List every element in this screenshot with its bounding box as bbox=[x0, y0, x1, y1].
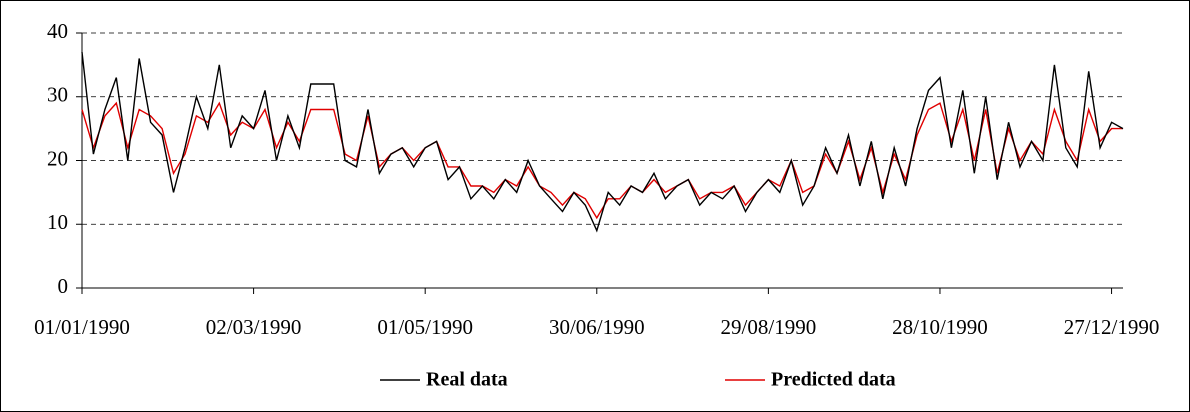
y-tick-label: 30 bbox=[47, 83, 68, 107]
data-line bbox=[81, 52, 1124, 233]
y-tick-label: 0 bbox=[58, 274, 69, 298]
x-tick-label: 29/08/1990 bbox=[721, 315, 817, 339]
y-tick-label: 20 bbox=[47, 146, 68, 170]
x-tick-label: 02/03/1990 bbox=[206, 315, 302, 339]
x-tick-label: 01/05/1990 bbox=[377, 315, 473, 339]
y-tick-label: 10 bbox=[47, 210, 68, 234]
x-tick-label: 27/12/1990 bbox=[1064, 315, 1160, 339]
legend-label: Predicted data bbox=[771, 369, 896, 391]
x-tick-label: 01/01/1990 bbox=[34, 315, 130, 339]
legend-label: Real data bbox=[426, 369, 508, 391]
y-tick-label: 40 bbox=[47, 19, 68, 43]
x-tick-label: 30/06/1990 bbox=[549, 315, 645, 339]
x-tick-label: 28/10/1990 bbox=[892, 315, 988, 339]
